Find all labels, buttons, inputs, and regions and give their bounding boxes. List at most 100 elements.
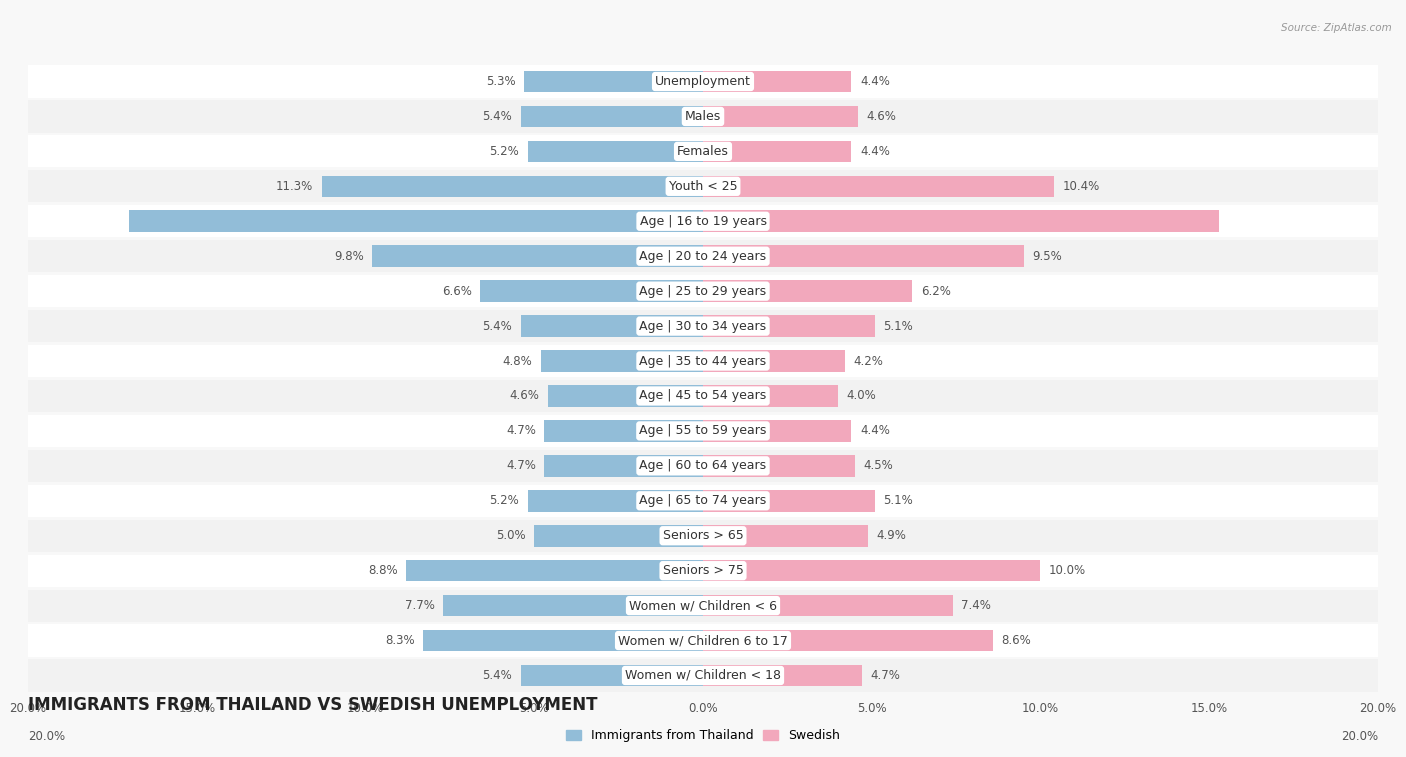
Text: 8.3%: 8.3% [385,634,415,647]
Bar [703,70,852,92]
Bar [373,245,703,267]
Text: 10.0%: 10.0% [1049,564,1085,577]
Bar [28,101,1378,132]
Bar [703,630,993,651]
Text: 9.8%: 9.8% [335,250,364,263]
Text: 4.4%: 4.4% [860,425,890,438]
Text: 5.4%: 5.4% [482,110,512,123]
Text: Age | 16 to 19 years: Age | 16 to 19 years [640,215,766,228]
Legend: Immigrants from Thailand, Swedish: Immigrants from Thailand, Swedish [561,724,845,747]
Text: Youth < 25: Youth < 25 [669,180,737,193]
Bar [129,210,703,232]
Bar [28,345,1378,377]
Bar [28,275,1378,307]
Bar [443,595,703,616]
Text: Seniors > 65: Seniors > 65 [662,529,744,542]
Bar [520,315,703,337]
Bar [28,659,1378,692]
Bar [322,176,703,197]
Text: Source: ZipAtlas.com: Source: ZipAtlas.com [1281,23,1392,33]
Bar [28,240,1378,273]
Text: 4.2%: 4.2% [853,354,883,368]
Bar [703,385,838,407]
Bar [28,519,1378,552]
Text: Females: Females [678,145,728,158]
Text: 4.4%: 4.4% [860,75,890,88]
Text: Women w/ Children < 6: Women w/ Children < 6 [628,599,778,612]
Text: 4.4%: 4.4% [860,145,890,158]
Text: Women w/ Children 6 to 17: Women w/ Children 6 to 17 [619,634,787,647]
Text: Age | 60 to 64 years: Age | 60 to 64 years [640,459,766,472]
Bar [703,455,855,477]
Text: 6.6%: 6.6% [441,285,472,298]
Bar [703,595,953,616]
Bar [28,484,1378,517]
Bar [703,315,875,337]
Bar [520,106,703,127]
Bar [28,65,1378,98]
Text: Males: Males [685,110,721,123]
Text: 17.0%: 17.0% [38,215,79,228]
Bar [28,136,1378,167]
Text: 4.7%: 4.7% [870,669,900,682]
Bar [703,280,912,302]
Bar [524,70,703,92]
Bar [28,380,1378,412]
Bar [527,490,703,512]
Text: Age | 65 to 74 years: Age | 65 to 74 years [640,494,766,507]
Bar [28,205,1378,238]
Text: 4.7%: 4.7% [506,425,536,438]
Bar [28,555,1378,587]
Bar [28,170,1378,202]
Text: Seniors > 75: Seniors > 75 [662,564,744,577]
Text: 5.4%: 5.4% [482,319,512,332]
Bar [28,625,1378,656]
Bar [703,665,862,687]
Bar [703,176,1054,197]
Bar [703,106,858,127]
Bar [703,525,869,547]
Text: 7.4%: 7.4% [962,599,991,612]
Bar [544,420,703,442]
Text: 7.7%: 7.7% [405,599,434,612]
Text: 15.3%: 15.3% [1327,215,1368,228]
Bar [481,280,703,302]
Bar [703,245,1024,267]
Text: Age | 45 to 54 years: Age | 45 to 54 years [640,389,766,403]
Bar [703,350,845,372]
Text: 8.8%: 8.8% [368,564,398,577]
Bar [28,310,1378,342]
Bar [703,490,875,512]
Bar [548,385,703,407]
Text: Women w/ Children < 18: Women w/ Children < 18 [626,669,780,682]
Text: 4.5%: 4.5% [863,459,893,472]
Text: IMMIGRANTS FROM THAILAND VS SWEDISH UNEMPLOYMENT: IMMIGRANTS FROM THAILAND VS SWEDISH UNEM… [28,696,598,714]
Bar [703,141,852,162]
Bar [703,210,1219,232]
Text: 5.1%: 5.1% [883,494,914,507]
Bar [28,450,1378,482]
Text: 6.2%: 6.2% [921,285,950,298]
Text: Age | 55 to 59 years: Age | 55 to 59 years [640,425,766,438]
Text: 9.5%: 9.5% [1032,250,1062,263]
Bar [406,560,703,581]
Bar [703,560,1040,581]
Text: 5.4%: 5.4% [482,669,512,682]
Text: 4.9%: 4.9% [877,529,907,542]
Text: 20.0%: 20.0% [1341,730,1378,743]
Bar [28,590,1378,621]
Text: Age | 20 to 24 years: Age | 20 to 24 years [640,250,766,263]
Text: 10.4%: 10.4% [1063,180,1099,193]
Text: 4.0%: 4.0% [846,389,876,403]
Text: 5.1%: 5.1% [883,319,914,332]
Text: 8.6%: 8.6% [1001,634,1032,647]
Text: 4.7%: 4.7% [506,459,536,472]
Text: 4.6%: 4.6% [509,389,540,403]
Text: 5.0%: 5.0% [496,529,526,542]
Text: 20.0%: 20.0% [28,730,65,743]
Bar [527,141,703,162]
Text: 4.6%: 4.6% [866,110,897,123]
Text: 4.8%: 4.8% [503,354,533,368]
Text: Age | 30 to 34 years: Age | 30 to 34 years [640,319,766,332]
Bar [541,350,703,372]
